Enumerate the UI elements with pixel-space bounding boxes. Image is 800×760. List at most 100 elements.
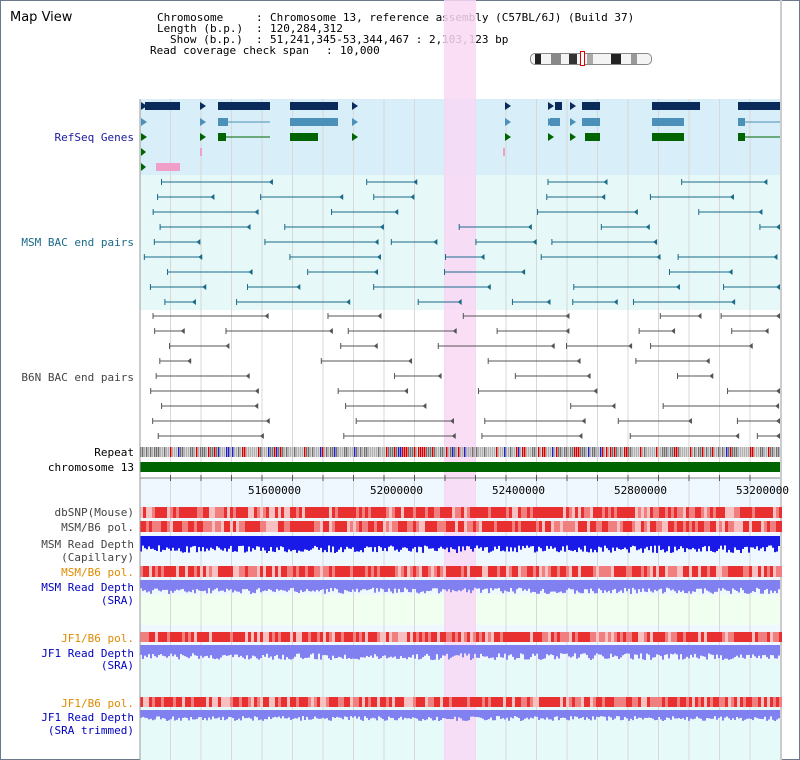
read-depth-bar [366, 710, 368, 718]
polymorphism-cell [548, 521, 551, 532]
polymorphism-cell [686, 697, 689, 707]
polymorphism-cell [377, 507, 380, 518]
repeat-element [486, 447, 488, 457]
polymorphism-cell [689, 697, 692, 707]
polymorphism-cell [599, 566, 602, 577]
polymorphism-cell [239, 507, 242, 518]
polymorphism-cell [245, 507, 248, 518]
read-depth-bar [608, 536, 610, 551]
read-depth-bar [402, 710, 404, 720]
read-depth-bar [582, 710, 584, 718]
read-depth-bar [172, 536, 174, 548]
polymorphism-cell [374, 521, 377, 532]
polymorphism-cell [332, 507, 335, 518]
read-depth-bar [486, 710, 488, 720]
polymorphism-cell [770, 521, 773, 532]
bac-end-marker [705, 358, 710, 364]
read-depth-bar [730, 580, 732, 594]
repeat-element [362, 447, 364, 457]
polymorphism-cell [242, 632, 245, 642]
polymorphism-cell [482, 521, 485, 532]
polymorphism-cell [338, 507, 341, 518]
read-depth-bar [204, 645, 206, 657]
track-label-msm-bac[interactable]: MSM BAC end pairs [21, 236, 134, 249]
polymorphism-cell [536, 521, 539, 532]
track-label-refseq[interactable]: RefSeq Genes [54, 131, 134, 144]
repeat-element [210, 447, 212, 457]
polymorphism-cell [146, 697, 149, 707]
repeat-element [304, 447, 306, 457]
polymorphism-cell [434, 697, 437, 707]
read-depth-bar [674, 710, 676, 719]
bac-end-marker [187, 358, 192, 364]
read-depth-bar [766, 580, 768, 589]
repeat-element [364, 447, 366, 457]
repeat-element [342, 447, 344, 457]
read-depth-bar [744, 710, 746, 720]
read-depth-bar [220, 580, 222, 591]
read-depth-bar [638, 645, 640, 659]
read-depth-bar [342, 580, 344, 594]
read-depth-bar [630, 645, 632, 659]
polymorphism-cell [323, 507, 326, 518]
read-depth-bar [470, 645, 472, 660]
polymorphism-cell [209, 632, 212, 642]
repeat-element [148, 447, 150, 457]
repeat-element [730, 447, 732, 457]
read-depth-bar [144, 536, 146, 549]
repeat-element [248, 447, 250, 457]
read-depth-bar [446, 580, 448, 592]
read-depth-bar [340, 580, 342, 594]
read-depth-bar [388, 580, 390, 589]
read-depth-bar [612, 536, 614, 548]
read-depth-bar [720, 580, 722, 591]
polymorphism-cell [728, 697, 731, 707]
read-depth-bar [516, 580, 518, 590]
read-depth-bar [262, 645, 264, 656]
polymorphism-cell [617, 521, 620, 532]
repeat-element [152, 447, 154, 457]
polymorphism-cell [281, 632, 284, 642]
polymorphism-cell [728, 632, 731, 642]
read-depth-bar [548, 645, 550, 656]
read-depth-bar [484, 536, 486, 548]
read-depth-bar [208, 536, 210, 551]
polymorphism-cell [500, 507, 503, 518]
polymorphism-cell [227, 697, 230, 707]
read-depth-bar [546, 580, 548, 594]
read-depth-bar [728, 710, 730, 719]
polymorphism-cell [548, 566, 551, 577]
polymorphism-cell [704, 507, 707, 518]
polymorphism-cell [146, 507, 149, 518]
read-depth-bar [220, 645, 222, 658]
polymorphism-cell [761, 521, 764, 532]
polymorphism-cell [752, 632, 755, 642]
polymorphism-cell [386, 521, 389, 532]
bac-end-marker [653, 239, 658, 245]
polymorphism-cell [410, 697, 413, 707]
polymorphism-cell [659, 697, 662, 707]
polymorphism-cell [674, 632, 677, 642]
polymorphism-cell [611, 566, 614, 577]
read-depth-bar [266, 580, 268, 591]
polymorphism-cell [530, 507, 533, 518]
polymorphism-cell [158, 521, 161, 532]
read-depth-bar [396, 710, 398, 721]
polymorphism-cell [218, 521, 221, 532]
read-depth-bar [502, 645, 504, 658]
read-depth-bar [570, 645, 572, 658]
read-depth-bar [230, 645, 232, 655]
read-depth-bar [290, 580, 292, 589]
polymorphism-cell [191, 521, 194, 532]
repeat-element [580, 447, 582, 457]
chromosome-ideogram[interactable] [530, 53, 652, 65]
read-depth-bar [312, 645, 314, 654]
read-depth-bar [224, 536, 226, 549]
read-depth-bar [694, 645, 696, 654]
read-depth-bar [768, 536, 770, 546]
ideogram-position-marker[interactable] [580, 51, 585, 66]
read-depth-bar [692, 580, 694, 592]
polymorphism-cell [365, 566, 368, 577]
track-label-b6n-bac[interactable]: B6N BAC end pairs [21, 371, 134, 384]
